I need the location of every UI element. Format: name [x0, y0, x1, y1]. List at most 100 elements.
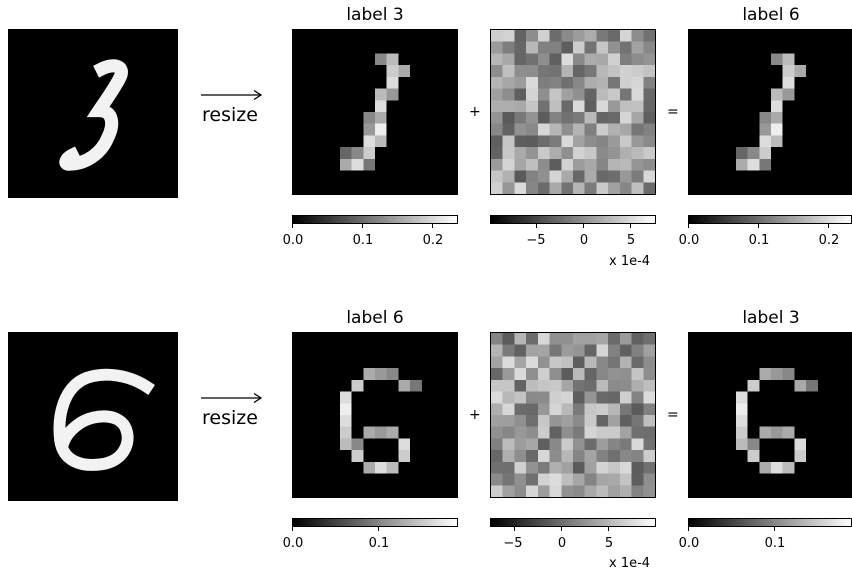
digit-6-original	[9, 333, 177, 500]
colorbar-right	[688, 518, 852, 527]
perturbation-image	[490, 332, 656, 498]
noise-cell	[573, 112, 585, 124]
noise-cell	[596, 356, 609, 369]
noise-cell	[561, 53, 573, 66]
noise-cell	[526, 170, 538, 183]
noise-cell	[491, 135, 503, 148]
noise-cell	[526, 53, 538, 66]
noise-cell	[608, 461, 620, 474]
noise-cell	[584, 473, 597, 486]
noise-cell	[537, 379, 550, 392]
noise-cell	[584, 53, 597, 66]
noise-cell	[596, 53, 609, 66]
noise-cell	[514, 158, 527, 171]
noise-cell	[631, 473, 644, 486]
noise-cell	[561, 438, 573, 451]
noise-cell	[526, 30, 538, 42]
noise-cell	[643, 100, 655, 112]
noise-cell	[631, 368, 644, 380]
noise-cell	[619, 391, 632, 404]
tick	[688, 527, 689, 531]
noise-cell	[608, 41, 620, 54]
resized-image	[292, 29, 458, 195]
noise-cell	[596, 344, 609, 357]
noise-cell	[549, 170, 562, 183]
resize-label: resize	[202, 407, 258, 429]
tick-label: 0	[557, 536, 567, 551]
noise-cell	[502, 368, 515, 380]
noise-cell	[643, 415, 655, 427]
noise-cell	[514, 438, 527, 451]
noise-cell	[608, 485, 620, 497]
noise-cell	[584, 65, 597, 77]
noise-cell	[526, 473, 538, 486]
noise-cell	[537, 88, 550, 101]
noise-cell	[573, 53, 585, 66]
noise-cell	[514, 123, 527, 136]
noise-cell	[619, 356, 632, 369]
noise-cell	[608, 415, 620, 427]
noise-cell	[491, 112, 503, 124]
tick	[561, 527, 562, 531]
noise-cell	[502, 41, 515, 54]
noise-cell	[561, 426, 573, 439]
noise-cell	[491, 65, 503, 77]
noise-cell	[537, 356, 550, 369]
noise-cell	[514, 485, 527, 497]
noise-cell	[584, 333, 597, 345]
noise-cell	[502, 485, 515, 497]
digit-6-adversarial	[689, 333, 851, 497]
noise-cell	[491, 123, 503, 136]
noise-cell	[537, 158, 550, 171]
panel-title: label 3	[742, 308, 800, 328]
noise-cell	[491, 53, 503, 66]
noise-cell	[502, 415, 515, 427]
noise-cell	[643, 135, 655, 148]
noise-cell	[491, 426, 503, 439]
noise-cell	[631, 100, 644, 112]
noise-cell	[491, 415, 503, 427]
noise-cell	[596, 391, 609, 404]
noise-cell	[608, 368, 620, 380]
noise-cell	[619, 65, 632, 77]
noise-cell	[596, 368, 609, 380]
noise-cell	[526, 438, 538, 451]
noise-cell	[561, 170, 573, 183]
noise-cell	[584, 30, 597, 42]
tick-label: 0.1	[352, 233, 374, 248]
tick-label: 0.0	[678, 536, 700, 551]
noise-cell	[491, 100, 503, 112]
noise-cell	[643, 403, 655, 415]
noise-cell	[526, 182, 538, 194]
noise-cell	[584, 76, 597, 89]
noise-cell	[631, 356, 644, 369]
noise-cell	[608, 158, 620, 171]
noise-cell	[643, 485, 655, 497]
noise-cell	[561, 356, 573, 369]
noise-cell	[619, 438, 632, 451]
noise-cell	[502, 76, 515, 89]
noise-cell	[631, 391, 644, 404]
noise-grid	[491, 333, 655, 497]
noise-cell	[549, 403, 562, 415]
noise-cell	[537, 473, 550, 486]
plus-sign: +	[469, 407, 481, 423]
noise-cell	[608, 426, 620, 439]
noise-cell	[643, 379, 655, 392]
noise-cell	[631, 438, 644, 451]
noise-cell	[491, 88, 503, 101]
colorbar-right	[688, 215, 852, 224]
tick	[630, 224, 631, 228]
noise-cell	[526, 368, 538, 380]
noise-cell	[502, 391, 515, 404]
tick	[828, 224, 829, 228]
adversarial-image	[688, 332, 852, 498]
noise-cell	[573, 391, 585, 404]
noise-cell	[491, 158, 503, 171]
noise-cell	[537, 53, 550, 66]
noise-cell	[537, 403, 550, 415]
noise-cell	[549, 135, 562, 148]
noise-cell	[502, 88, 515, 101]
noise-cell	[643, 344, 655, 357]
noise-cell	[561, 403, 573, 415]
